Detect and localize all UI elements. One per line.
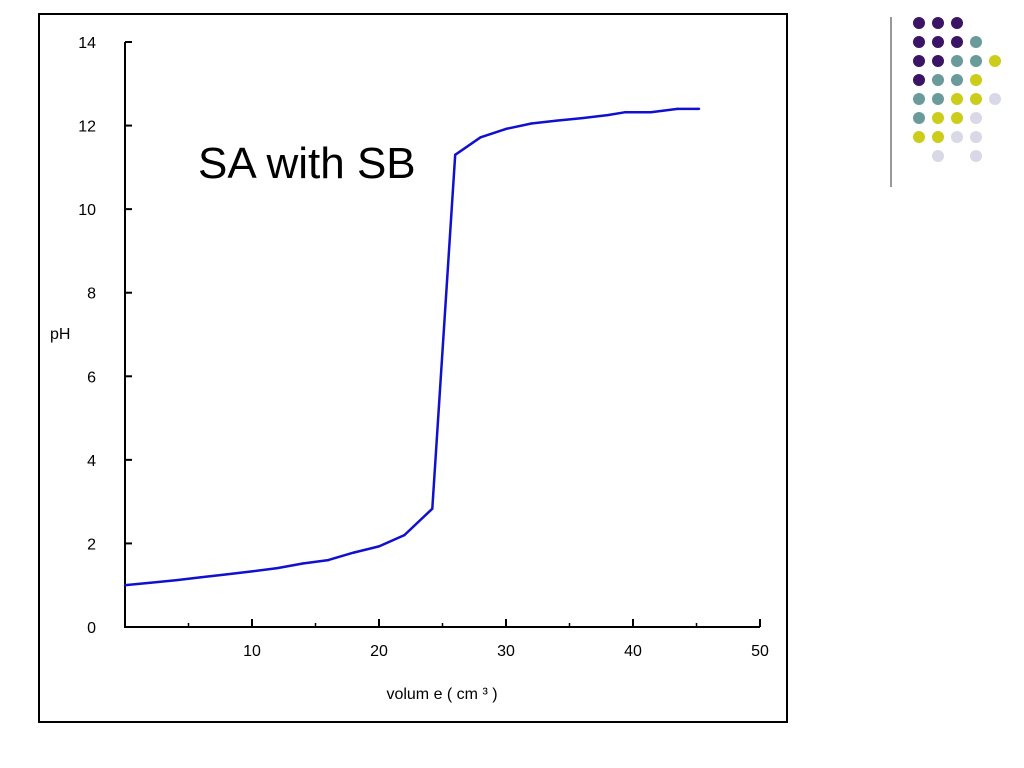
x-tick-label: 50 [751,643,769,660]
x-axis-ticks: 10 20 30 40 50 [187,619,769,660]
data-point [149,581,152,584]
decoration-dot-grid [913,17,1001,162]
series-layer [123,107,701,587]
data-point [479,136,482,139]
y-tick-label: 2 [87,536,96,553]
data-point [174,579,177,582]
data-point [276,566,279,570]
y-tick-label: 0 [87,620,96,637]
decoration-dot [913,17,925,29]
y-tick-label: 14 [78,35,96,52]
decoration-dot [932,36,944,48]
decoration-dot [932,112,944,124]
data-point [697,107,701,111]
decoration-dot [951,112,963,124]
decoration-dot [951,74,963,86]
chart-frame-border [38,13,788,723]
decoration-dot [989,93,1001,105]
decoration-dot [970,93,982,105]
data-point [301,562,304,565]
data-point [649,111,652,114]
decoration-dot [970,55,982,67]
data-point [377,545,381,548]
data-point [606,113,609,117]
y-axis-ticks: 0 2 4 6 8 10 12 14 [78,35,132,637]
decoration-dot [913,74,925,86]
series-line [124,107,699,587]
data-point [352,551,355,554]
data-point [530,122,533,125]
y-axis-title: pH [50,326,70,343]
x-tick-label: 20 [370,643,388,660]
data-point [431,507,434,510]
decoration-dot [951,55,963,67]
decoration-dot [970,74,982,86]
decoration-dot [970,36,982,48]
decoration-dot [913,131,925,143]
data-point [581,116,584,120]
y-tick-label: 6 [87,369,96,386]
decoration-dot [951,36,963,48]
data-point [555,119,558,122]
decoration-dot [913,36,925,48]
decoration-dot [932,17,944,29]
data-point [676,107,679,111]
decoration-dot [970,131,982,143]
data-point [327,558,330,562]
decoration-dot [970,150,982,162]
data-point [454,153,457,157]
x-tick-label: 40 [624,643,642,660]
data-point [123,584,127,587]
decoration-dot [913,55,925,67]
data-point [250,570,254,573]
decoration-dot [932,93,944,105]
data-point [200,576,203,579]
chart-title: SA with SB [198,139,416,188]
decoration-dot [951,93,963,105]
decoration-dot [932,74,944,86]
y-tick-label: 8 [87,286,96,303]
decoration-dot [913,112,925,124]
y-tick-label: 12 [78,119,96,136]
data-point [504,127,508,131]
x-axis-title: volum e ( cm ³ ) [386,686,497,703]
y-tick-label: 4 [87,453,96,470]
decoration-dot [951,131,963,143]
data-point [225,573,228,576]
x-tick-label: 30 [497,643,515,660]
decoration-dot [913,93,925,105]
y-tick-label: 10 [78,202,96,219]
decoration-dot [932,150,944,162]
data-point [624,111,627,114]
x-tick-label: 10 [243,643,261,660]
decoration-dot [932,55,944,67]
data-point [403,533,406,537]
decoration-dot [951,17,963,29]
decoration-dot [932,131,944,143]
decoration-dot [989,55,1001,67]
decoration-dot [970,112,982,124]
